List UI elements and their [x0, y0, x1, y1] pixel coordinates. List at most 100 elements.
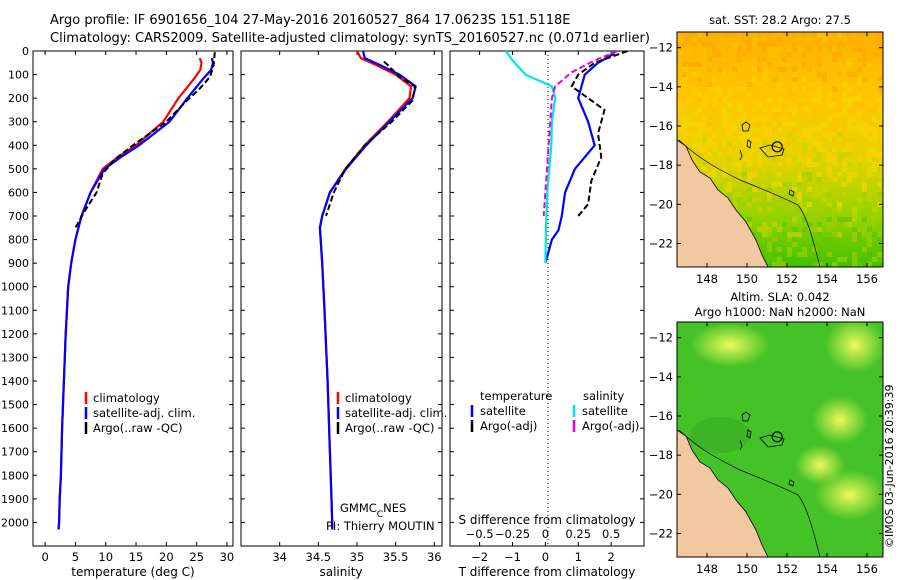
- reef-outlines: [739, 121, 795, 197]
- sst-pixel: [722, 57, 727, 62]
- x-tick-label: 30: [220, 550, 235, 564]
- y-tick-label: 2000: [1, 516, 29, 529]
- sst-pixel: [702, 62, 707, 67]
- sst-pixel: [782, 57, 787, 62]
- sst-pixel: [737, 162, 742, 167]
- sst-pixel: [707, 87, 712, 92]
- sst-pixel: [772, 77, 777, 82]
- sst-pixel: [847, 107, 852, 112]
- sst-pixel: [867, 167, 872, 172]
- sst-pixel: [702, 72, 707, 77]
- sst-pixel: [737, 47, 742, 52]
- sst-pixel: [757, 87, 762, 92]
- sst-pixel: [812, 137, 817, 142]
- sst-pixel: [837, 112, 842, 117]
- sst-pixel: [847, 127, 852, 132]
- sst-pixel: [832, 117, 837, 122]
- sst-pixel: [817, 32, 822, 37]
- sst-pixel: [837, 217, 842, 222]
- sst-pixel: [767, 102, 772, 107]
- sst-pixel: [797, 87, 802, 92]
- sst-pixel: [852, 102, 857, 107]
- sst-pixel: [847, 177, 852, 182]
- sst-pixel: [867, 137, 872, 142]
- map-y-tick-label: −20: [649, 487, 673, 501]
- sst-pixel: [762, 92, 767, 97]
- sst-pixel: [872, 232, 877, 237]
- sst-pixel: [877, 37, 882, 42]
- s-tick-label: 0.25: [565, 527, 591, 541]
- legend-label-climatology: climatology: [345, 391, 412, 405]
- sst-pixel: [842, 147, 847, 152]
- sst-pixel: [802, 242, 807, 247]
- sst-pixel: [707, 122, 712, 127]
- sst-pixel: [742, 112, 747, 117]
- sst-pixel: [767, 97, 772, 102]
- map-x-tick-label: 152: [776, 562, 798, 576]
- sst-pixel: [737, 117, 742, 122]
- sst-pixel: [807, 72, 812, 77]
- header-line-1: Argo profile: IF 6901656_104 27-May-2016…: [50, 13, 571, 28]
- sst-pixel: [812, 237, 817, 242]
- sla-map-content: [677, 322, 883, 557]
- sst-pixel: [812, 212, 817, 217]
- sst-pixel: [777, 262, 782, 267]
- legend-label-argo: Argo(..raw -QC): [93, 421, 183, 435]
- sst-pixel: [692, 122, 697, 127]
- sst-pixel: [782, 262, 787, 267]
- sst-pixel: [692, 72, 697, 77]
- sst-pixel: [837, 257, 842, 262]
- sst-pixel: [702, 42, 707, 47]
- sst-pixel: [777, 207, 782, 212]
- sst-pixel: [707, 67, 712, 72]
- sst-pixel: [777, 37, 782, 42]
- sst-pixel: [877, 97, 882, 102]
- sst-pixel: [712, 47, 717, 52]
- sst-pixel: [727, 182, 732, 187]
- sst-pixel: [732, 162, 737, 167]
- sst-pixel: [812, 97, 817, 102]
- sst-pixel: [742, 117, 747, 122]
- sst-pixel: [687, 37, 692, 42]
- sst-pixel: [797, 252, 802, 257]
- sst-pixel: [782, 172, 787, 177]
- sst-pixel: [702, 67, 707, 72]
- sst-pixel: [832, 52, 837, 57]
- sst-pixel: [797, 137, 802, 142]
- sst-pixel: [772, 147, 777, 152]
- sst-pixel: [807, 37, 812, 42]
- sst-pixel: [757, 122, 762, 127]
- sst-pixel: [797, 157, 802, 162]
- sla-high-2: [825, 322, 883, 373]
- sst-pixel: [677, 137, 682, 142]
- difference-panel: −2 −1 0 1 2 T difference from climatology S …: [449, 50, 645, 579]
- sst-pixel: [802, 77, 807, 82]
- sst-pixel: [842, 217, 847, 222]
- sst-pixel: [807, 172, 812, 177]
- sst-pixel: [702, 167, 707, 172]
- sst-pixel: [837, 167, 842, 172]
- series-line: [318, 51, 417, 530]
- y-tick-label: 400: [8, 139, 29, 152]
- sst-pixel: [877, 192, 882, 197]
- sla-map-ticks: 148 150 152 154 156 −12 −14 −16 −18 −20 −22: [649, 322, 883, 576]
- y-tick-label: 600: [8, 186, 29, 199]
- sst-pixel: [827, 57, 832, 62]
- sst-pixel: [727, 157, 732, 162]
- sst-pixel: [767, 152, 772, 157]
- sst-pixel: [812, 72, 817, 77]
- sst-pixel: [797, 202, 802, 207]
- sst-pixel: [792, 112, 797, 117]
- sst-pixel: [692, 77, 697, 82]
- sst-pixel: [857, 112, 862, 117]
- y-tick-label: 1700: [1, 446, 29, 459]
- sst-pixel: [702, 102, 707, 107]
- y-tick-label: 1100: [1, 304, 29, 317]
- sst-pixel: [862, 32, 867, 37]
- sst-pixel: [872, 207, 877, 212]
- sst-pixel: [792, 87, 797, 92]
- sst-pixel: [837, 62, 842, 67]
- sst-pixel: [827, 177, 832, 182]
- x-tick-label: 20: [159, 550, 174, 564]
- sst-pixel: [707, 102, 712, 107]
